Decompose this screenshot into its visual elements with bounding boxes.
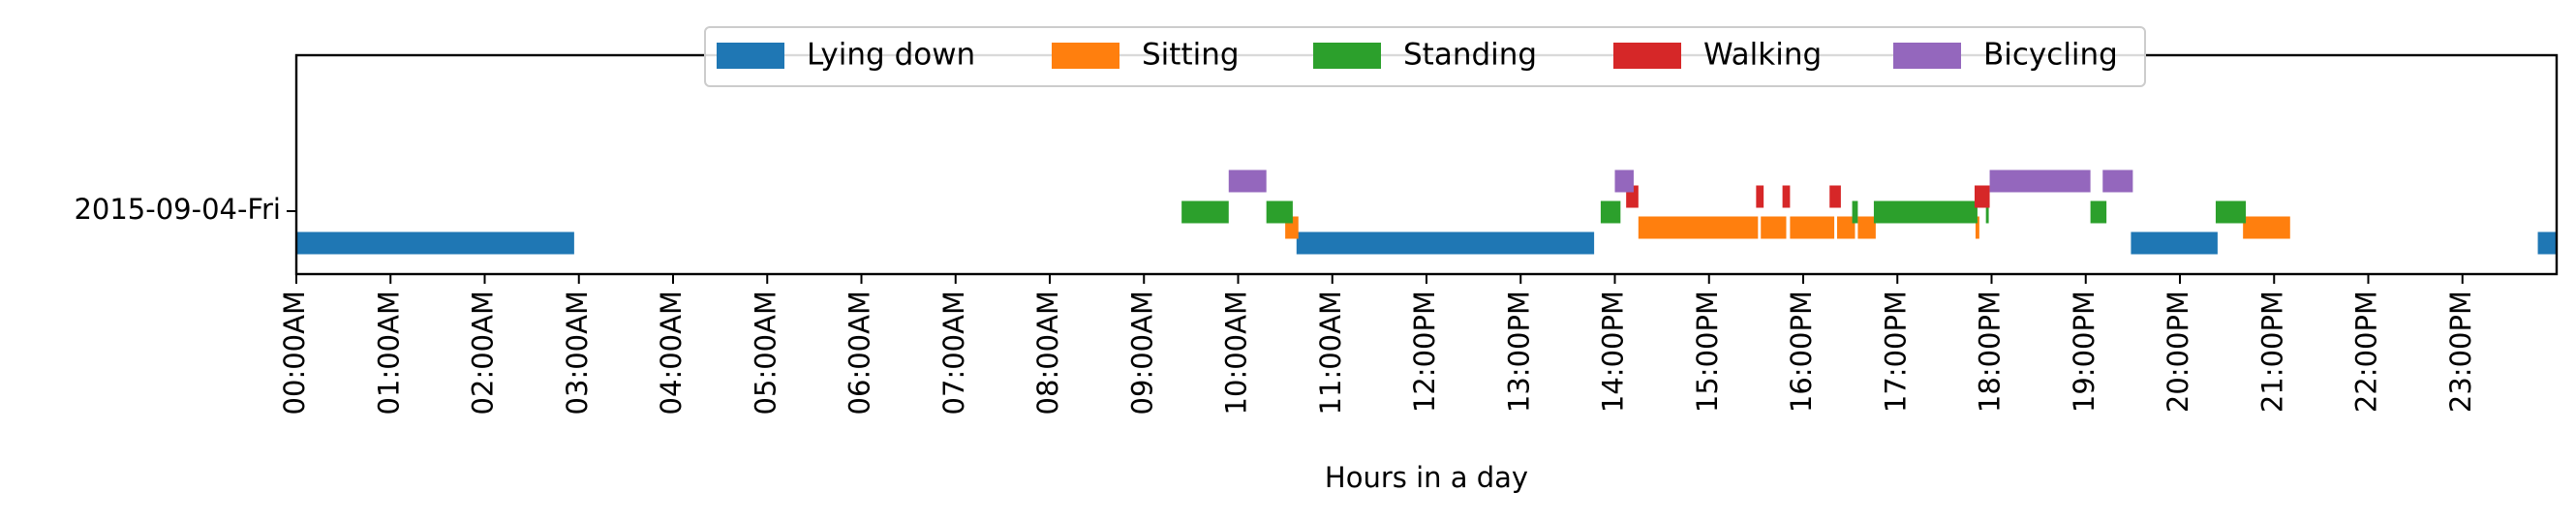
x-tick-label: 01:00AM (372, 291, 405, 415)
bar-bicycling (2102, 169, 2133, 193)
bar-bicycling (1614, 169, 1634, 193)
x-tick-label: 11:00AM (1314, 291, 1347, 415)
bar-standing (2090, 200, 2107, 224)
bar-sitting (1857, 216, 1876, 239)
legend-swatch-lying-down (717, 43, 784, 69)
bar-lying-down (2131, 231, 2218, 255)
bar-sitting (1837, 216, 1855, 239)
x-tick-label: 21:00PM (2255, 291, 2288, 413)
legend-label-lying-down: Lying down (807, 38, 975, 73)
bar-standing (1852, 200, 1858, 224)
activity-bars (296, 169, 2557, 255)
bar-standing (1266, 200, 1293, 224)
legend-label-standing: Standing (1403, 38, 1537, 73)
x-tick-label: 09:00AM (1125, 291, 1158, 415)
x-axis-label: Hours in a day (1325, 461, 1528, 494)
x-tick-label: 05:00AM (749, 291, 782, 415)
bar-standing (1985, 200, 1989, 224)
x-tick-label: 23:00PM (2444, 291, 2477, 413)
x-tick-label: 22:00PM (2350, 291, 2383, 413)
x-tick-label: 17:00PM (1879, 291, 1912, 413)
bar-standing (1600, 200, 1621, 224)
x-tick-label: 16:00PM (1785, 291, 1818, 413)
bar-sitting (1975, 216, 1979, 239)
x-tick-label: 03:00AM (561, 291, 594, 415)
legend-label-sitting: Sitting (1142, 38, 1240, 73)
bar-standing (1873, 200, 1978, 224)
legend-swatch-bicycling (1893, 43, 1961, 69)
bar-walking (1829, 185, 1841, 208)
bar-standing (1181, 200, 1229, 224)
bar-lying-down (1296, 231, 1595, 255)
bar-standing (2215, 200, 2247, 224)
legend-label-walking: Walking (1703, 38, 1822, 73)
bar-walking (1756, 185, 1764, 208)
bar-sitting (1638, 216, 1759, 239)
x-tick-label: 04:00AM (655, 291, 688, 415)
legend-swatch-sitting (1052, 43, 1119, 69)
bar-sitting (1761, 216, 1787, 239)
x-tick-label: 13:00PM (1502, 291, 1535, 413)
x-tick-label: 14:00PM (1597, 291, 1630, 413)
x-tick-label: 07:00AM (937, 291, 970, 415)
legend-box (704, 26, 2146, 87)
x-tick-label: 12:00PM (1408, 291, 1441, 413)
y-tick-label: 2015-09-04-Fri (74, 193, 281, 226)
legend-label-bicycling: Bicycling (1983, 38, 2118, 73)
x-tick-label: 19:00PM (2068, 291, 2101, 413)
x-axis-ticks: 00:00AM 01:00AM 02:00AM 03:00AM 04:00AM 05:00… (278, 274, 2477, 415)
bar-lying-down (296, 231, 574, 255)
bar-walking (1782, 185, 1791, 208)
x-tick-label: 10:00AM (1220, 291, 1253, 415)
x-tick-label: 08:00AM (1031, 291, 1064, 415)
x-tick-label: 06:00AM (843, 291, 876, 415)
legend-swatch-walking (1613, 43, 1681, 69)
x-tick-label: 20:00PM (2162, 291, 2194, 413)
x-tick-label: 18:00PM (1974, 291, 2007, 413)
bar-bicycling (1228, 169, 1267, 193)
legend: Lying down Sitting Standing Walking Bicyclin… (704, 26, 2146, 87)
bar-walking (1974, 185, 1990, 208)
bar-bicycling (1989, 169, 2091, 193)
bar-sitting (2243, 216, 2290, 239)
x-tick-label: 00:00AM (278, 291, 311, 415)
bar-sitting (1790, 216, 1835, 239)
x-tick-label: 15:00PM (1691, 291, 1724, 413)
legend-swatch-standing (1313, 43, 1381, 69)
x-tick-label: 02:00AM (467, 291, 500, 415)
bar-lying-down (2537, 231, 2557, 255)
